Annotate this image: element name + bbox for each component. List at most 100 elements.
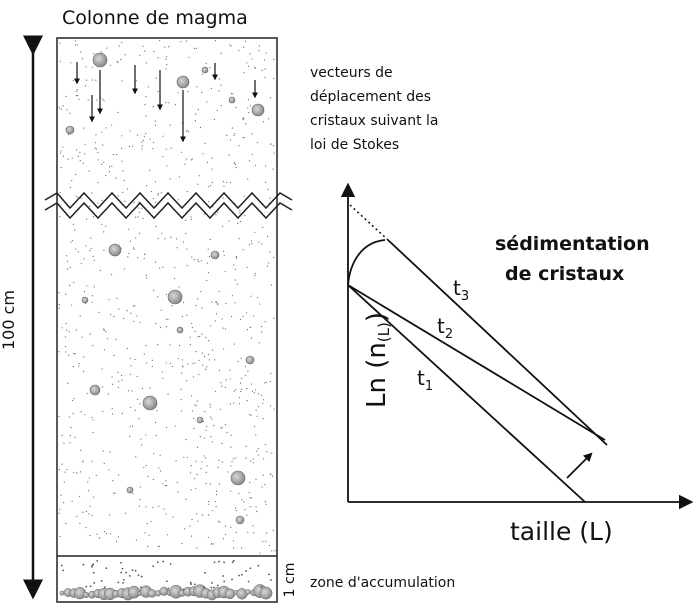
grain bbox=[110, 273, 113, 276]
grain bbox=[153, 51, 155, 53]
grain bbox=[82, 461, 84, 463]
grain bbox=[218, 90, 220, 92]
grain bbox=[167, 587, 170, 590]
grain bbox=[72, 80, 74, 82]
grain bbox=[167, 318, 169, 321]
grain bbox=[117, 474, 120, 476]
grain bbox=[82, 511, 84, 513]
grain bbox=[155, 225, 157, 228]
grain bbox=[196, 86, 198, 88]
grain bbox=[213, 425, 215, 427]
grain bbox=[158, 467, 160, 469]
grain bbox=[253, 426, 256, 428]
grain bbox=[246, 514, 248, 516]
grain bbox=[83, 290, 86, 293]
grain bbox=[218, 560, 220, 563]
grain bbox=[174, 104, 176, 106]
grain bbox=[215, 490, 218, 492]
grain bbox=[230, 434, 232, 437]
grain bbox=[77, 251, 79, 253]
grain bbox=[248, 111, 250, 114]
grain bbox=[234, 302, 236, 304]
grain bbox=[142, 45, 144, 47]
grain bbox=[249, 53, 251, 55]
crystal bbox=[210, 250, 220, 260]
grain bbox=[170, 236, 172, 238]
grain bbox=[253, 66, 256, 68]
grain bbox=[140, 575, 143, 578]
grain bbox=[137, 257, 139, 259]
grain bbox=[130, 312, 132, 314]
grain bbox=[220, 105, 222, 107]
grain bbox=[112, 480, 114, 482]
grain bbox=[84, 303, 87, 305]
grain bbox=[224, 423, 227, 426]
grain bbox=[186, 456, 188, 459]
grain bbox=[193, 478, 196, 480]
grain bbox=[157, 296, 159, 298]
grain bbox=[149, 169, 151, 171]
grain bbox=[62, 146, 64, 148]
grain bbox=[77, 94, 79, 97]
vectors-caption: vecteurs de déplacement des cristaux sui… bbox=[310, 65, 439, 153]
grain bbox=[194, 583, 196, 586]
grain bbox=[156, 410, 158, 412]
grain bbox=[266, 235, 269, 238]
grain bbox=[207, 514, 210, 516]
grain bbox=[143, 135, 145, 137]
grain bbox=[213, 561, 216, 564]
grain bbox=[154, 261, 157, 263]
grain bbox=[195, 304, 197, 306]
grain bbox=[205, 425, 208, 427]
grain bbox=[137, 216, 139, 218]
grain bbox=[260, 585, 263, 588]
grain bbox=[191, 322, 193, 325]
grain bbox=[145, 62, 147, 64]
grain bbox=[174, 278, 176, 280]
grain bbox=[62, 569, 65, 572]
grain bbox=[197, 108, 199, 111]
grain bbox=[251, 153, 253, 156]
grain bbox=[141, 207, 143, 209]
grain bbox=[177, 199, 180, 201]
grain bbox=[186, 380, 188, 382]
grain bbox=[217, 584, 219, 587]
grain bbox=[85, 218, 88, 220]
grain bbox=[198, 359, 200, 361]
grain bbox=[140, 438, 142, 440]
grain bbox=[268, 118, 270, 120]
grain bbox=[122, 170, 124, 172]
grain bbox=[71, 179, 73, 182]
grain bbox=[186, 314, 188, 316]
grain bbox=[162, 560, 165, 563]
grain bbox=[69, 442, 71, 444]
grain bbox=[219, 408, 221, 410]
grain bbox=[78, 365, 80, 367]
grain bbox=[136, 134, 139, 136]
grain bbox=[83, 356, 85, 358]
grain bbox=[184, 163, 186, 165]
grain bbox=[258, 49, 260, 52]
grain bbox=[143, 257, 145, 260]
grain bbox=[126, 347, 128, 350]
grain bbox=[129, 435, 131, 437]
grain bbox=[184, 528, 186, 530]
grain bbox=[176, 481, 178, 483]
grain bbox=[100, 580, 103, 582]
title: Colonne de magma bbox=[62, 7, 248, 29]
grain bbox=[222, 538, 224, 540]
grain bbox=[266, 451, 268, 453]
grain bbox=[223, 185, 225, 187]
accumulated-crystal bbox=[236, 588, 248, 600]
grain bbox=[225, 379, 227, 381]
grain bbox=[194, 120, 196, 122]
grain bbox=[137, 574, 140, 577]
grain bbox=[89, 534, 91, 537]
grain bbox=[129, 240, 132, 242]
grain bbox=[115, 177, 117, 179]
grain bbox=[190, 472, 192, 474]
curve-label-sub: 1 bbox=[425, 379, 433, 394]
grain bbox=[66, 260, 69, 262]
grain bbox=[170, 147, 172, 149]
grain bbox=[225, 303, 227, 305]
